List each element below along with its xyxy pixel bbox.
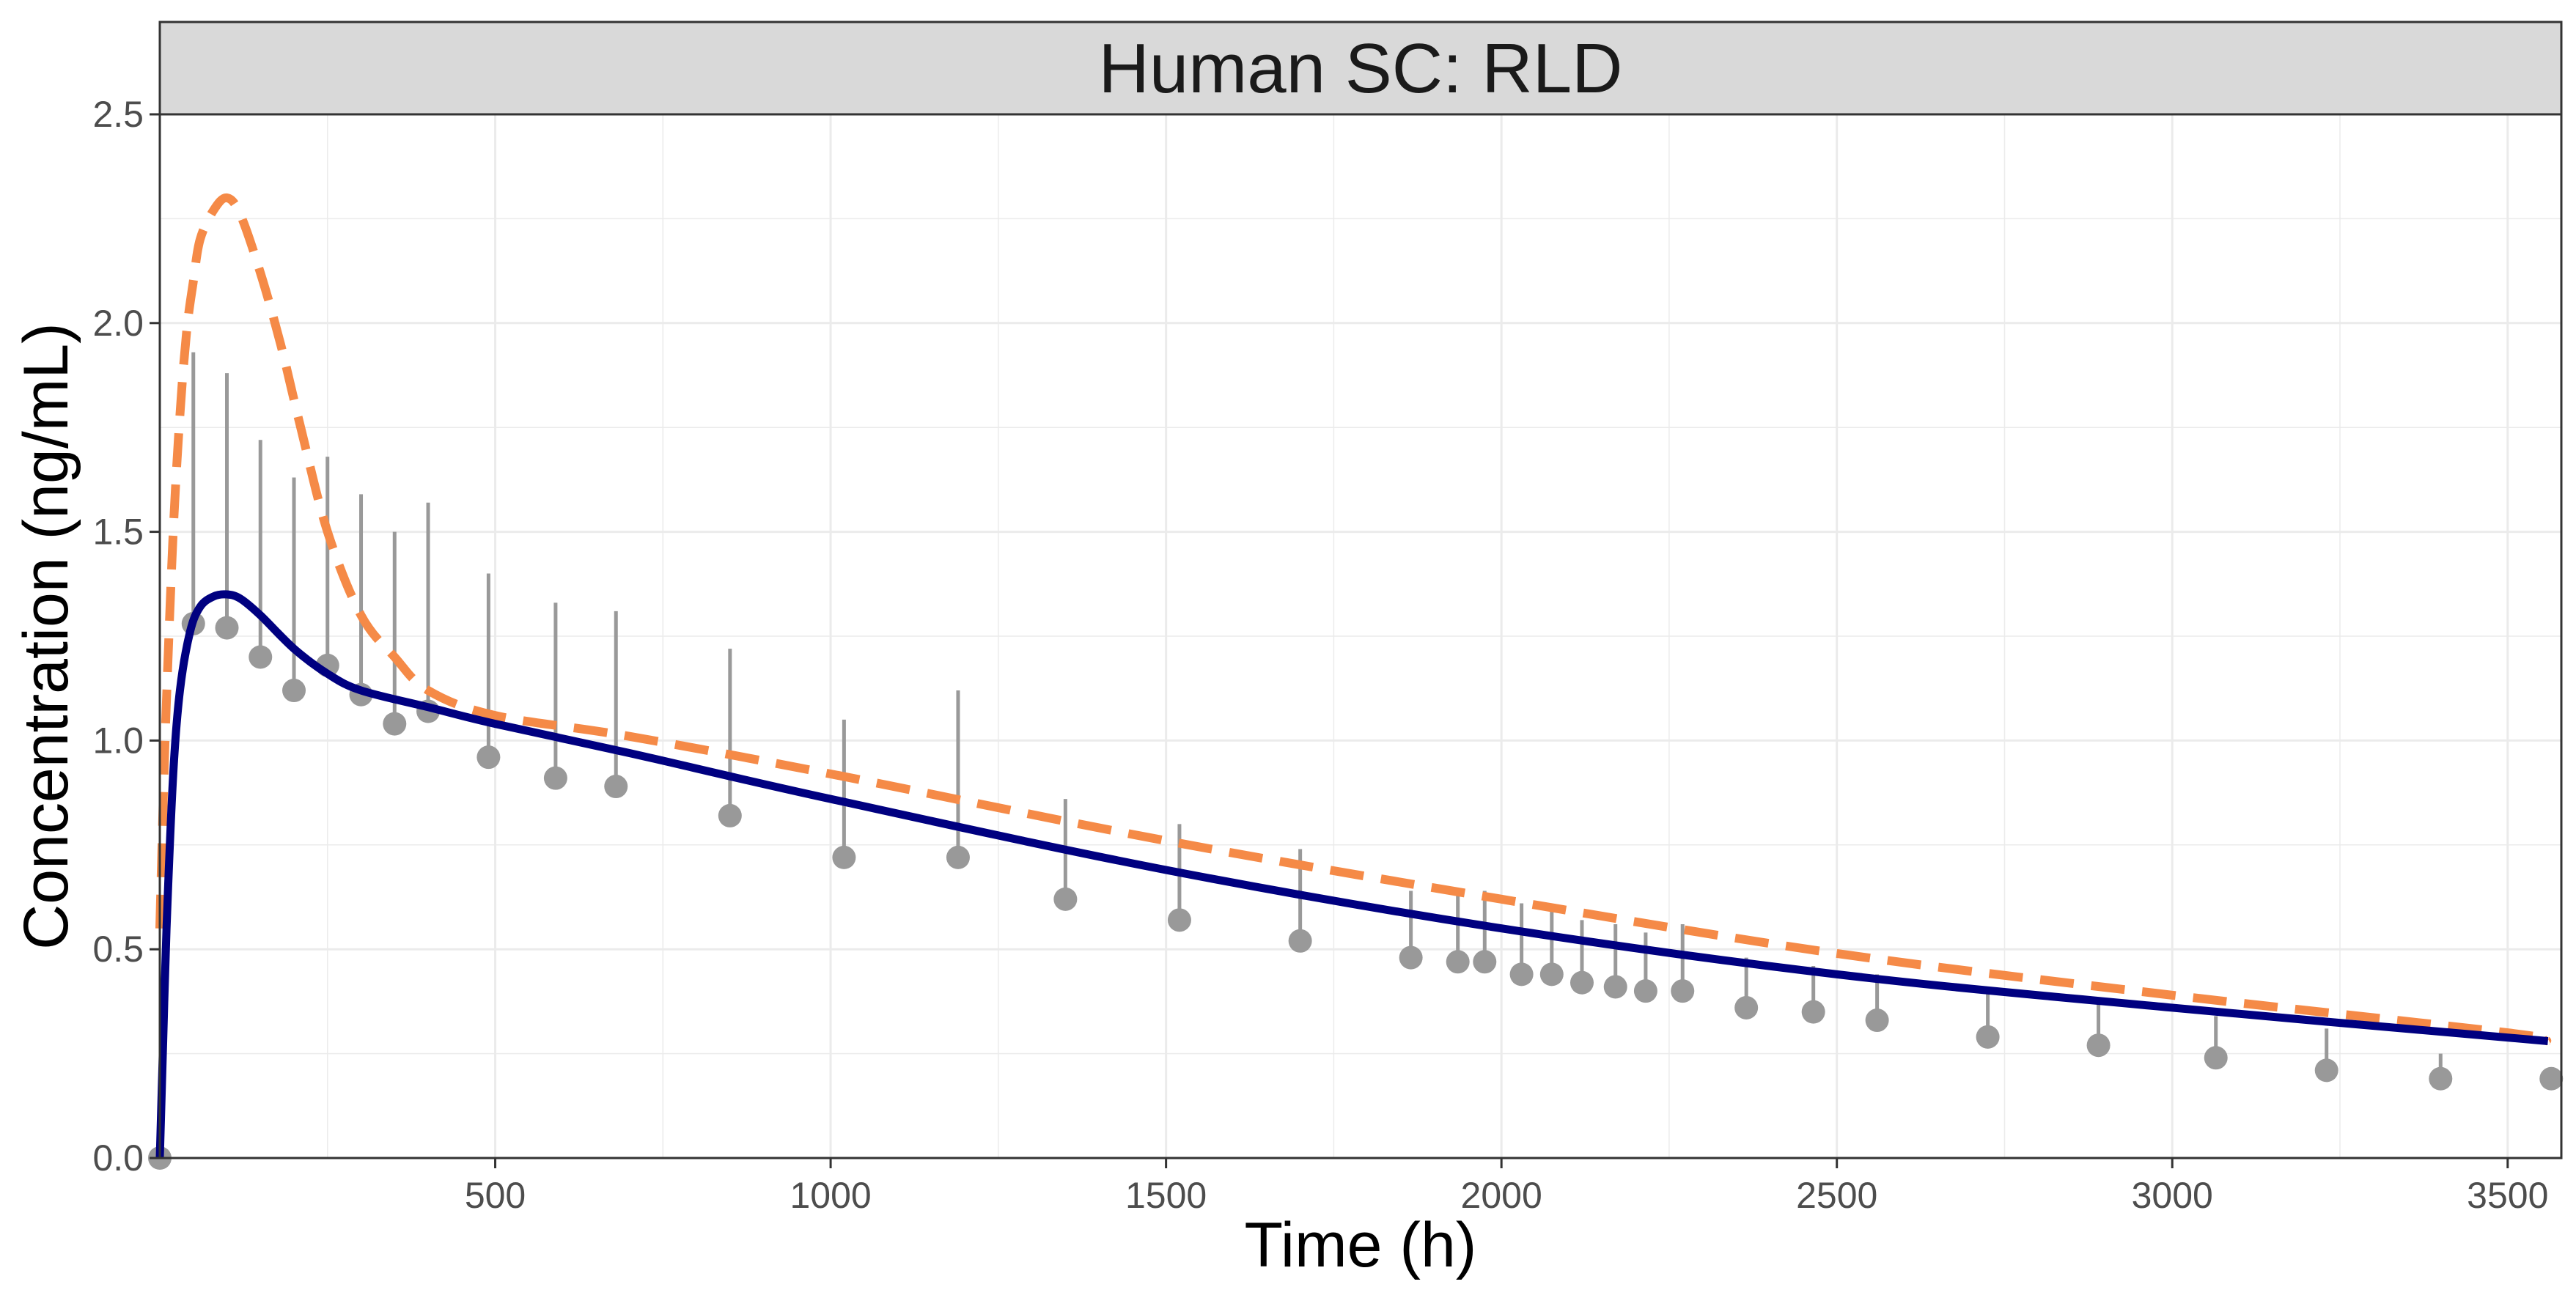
chart-title: Human SC: RLD — [1099, 29, 1623, 108]
observed-point — [2086, 1033, 2111, 1058]
strip-background — [158, 21, 2563, 116]
x-tick-label: 2500 — [1796, 1175, 1877, 1216]
y-tick-label: 2.5 — [92, 94, 144, 135]
observed-point — [1473, 950, 1497, 974]
y-axis-title: Concentration (ng/mL) — [11, 322, 81, 950]
observed-point — [1399, 945, 1423, 970]
y-axis: 0.0 0.5 1.0 1.5 2.0 2.5 — [92, 94, 160, 1179]
observed-point — [543, 766, 567, 790]
x-tick-label: 1000 — [790, 1175, 871, 1216]
observed-point — [2539, 1066, 2564, 1091]
observed-point — [1167, 908, 1191, 932]
observed-point — [1603, 975, 1627, 999]
observed-point — [383, 712, 407, 736]
plot-border — [158, 113, 2563, 1159]
observed-point — [1288, 929, 1312, 953]
x-tick-label: 500 — [465, 1175, 526, 1216]
observed-point — [604, 775, 628, 799]
observed-point — [1569, 970, 1594, 995]
y-tick-label: 1.0 — [92, 720, 144, 761]
observed-point — [718, 803, 742, 827]
observed-point — [1801, 1000, 1825, 1024]
observed-point — [1446, 950, 1470, 974]
y-tick-label: 1.5 — [92, 512, 144, 553]
x-tick-label: 3000 — [2132, 1175, 2213, 1216]
observed-point — [1865, 1008, 1889, 1033]
observed-point — [1734, 995, 1759, 1019]
y-tick-label: 2.0 — [92, 303, 144, 344]
observed-point — [2204, 1046, 2228, 1070]
observed-point — [282, 679, 306, 703]
observed-point — [249, 645, 273, 669]
x-tick-label: 1500 — [1125, 1175, 1207, 1216]
observed-point — [2429, 1066, 2453, 1091]
y-tick-label: 0.0 — [92, 1137, 144, 1179]
x-axis-title: Time (h) — [1245, 1210, 1477, 1280]
model-solid-line — [155, 590, 2549, 1159]
observed-point — [946, 845, 970, 869]
observed-point — [832, 845, 856, 869]
observed-series — [148, 352, 2564, 1170]
observed-point — [1509, 962, 1534, 987]
x-tick-label: 3500 — [2467, 1175, 2548, 1216]
observed-point — [1633, 979, 1657, 1003]
observed-point — [1976, 1025, 2000, 1049]
y-tick-label: 0.5 — [92, 929, 144, 970]
observed-point — [1053, 887, 1078, 911]
observed-point — [2314, 1058, 2338, 1083]
observed-point — [1671, 979, 1695, 1003]
model-dashed-line — [155, 193, 2554, 1046]
observed-point — [1539, 962, 1564, 987]
x-axis: 500 1000 1500 2000 2500 3000 3500 — [465, 1158, 2548, 1216]
observed-point — [476, 745, 501, 770]
observed-point — [215, 616, 239, 640]
x-tick-label: 2000 — [1461, 1175, 1542, 1216]
